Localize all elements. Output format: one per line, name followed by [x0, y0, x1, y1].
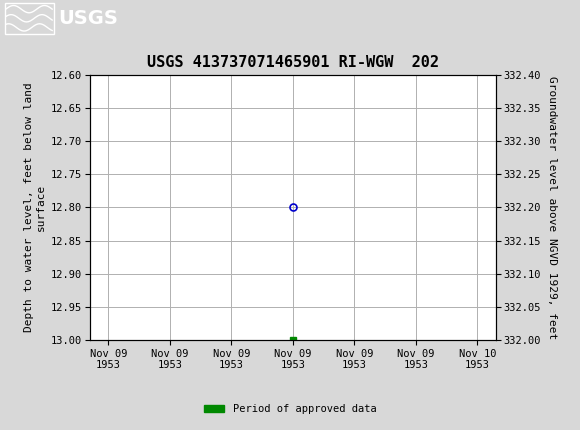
- Y-axis label: Groundwater level above NGVD 1929, feet: Groundwater level above NGVD 1929, feet: [546, 76, 557, 339]
- Bar: [5, 3, 54, 34]
- Y-axis label: Depth to water level, feet below land
surface: Depth to water level, feet below land su…: [24, 83, 45, 332]
- Legend: Period of approved data: Period of approved data: [200, 400, 380, 418]
- Title: USGS 413737071465901 RI-WGW  202: USGS 413737071465901 RI-WGW 202: [147, 55, 439, 70]
- Text: USGS: USGS: [58, 9, 118, 28]
